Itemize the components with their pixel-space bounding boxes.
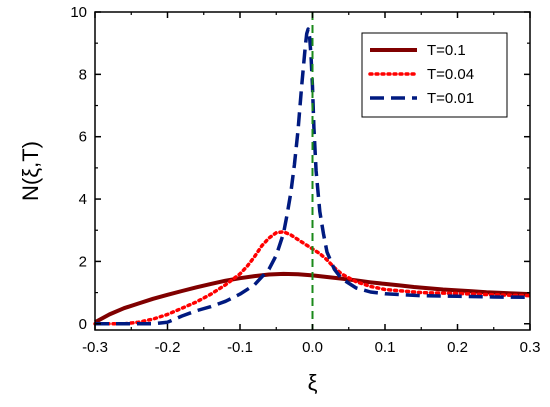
x-tick-label: -0.3 [82,339,108,356]
series-line-t-0-01 [95,27,531,326]
axis-tick-labels: -0.3 -0.2 -0.1 0.0 0.1 0.2 0.3 0 2 4 6 8 10 [70,4,540,356]
legend-label: T=0.04 [427,66,474,83]
legend-label: T=0.01 [427,90,474,107]
x-tick-label: -0.2 [155,339,181,356]
y-tick-label: 8 [79,66,87,83]
legend-box [361,32,508,118]
y-tick-label: 6 [79,129,87,146]
x-axis-title: ξ [308,370,318,395]
series-line-t-0-04 [93,230,532,326]
axis-ticks [94,11,531,330]
x-tick-label: 0.2 [447,339,468,356]
x-tick-label: 0.0 [302,339,323,356]
legend: T=0.1 T=0.04 T=0.01 [361,32,508,118]
y-tick-label: 0 [79,316,87,333]
legend-label: T=0.1 [427,42,466,59]
x-tick-label: 0.3 [520,339,541,356]
y-tick-label: 4 [79,191,87,208]
y-tick-label: 2 [79,253,87,270]
y-axis-title: N(ξ,T) [18,141,43,201]
y-tick-label: 10 [70,4,87,21]
legend-items: T=0.1 T=0.04 T=0.01 [368,42,474,107]
x-tick-label: -0.1 [227,339,253,356]
x-tick-label: 0.1 [375,339,396,356]
